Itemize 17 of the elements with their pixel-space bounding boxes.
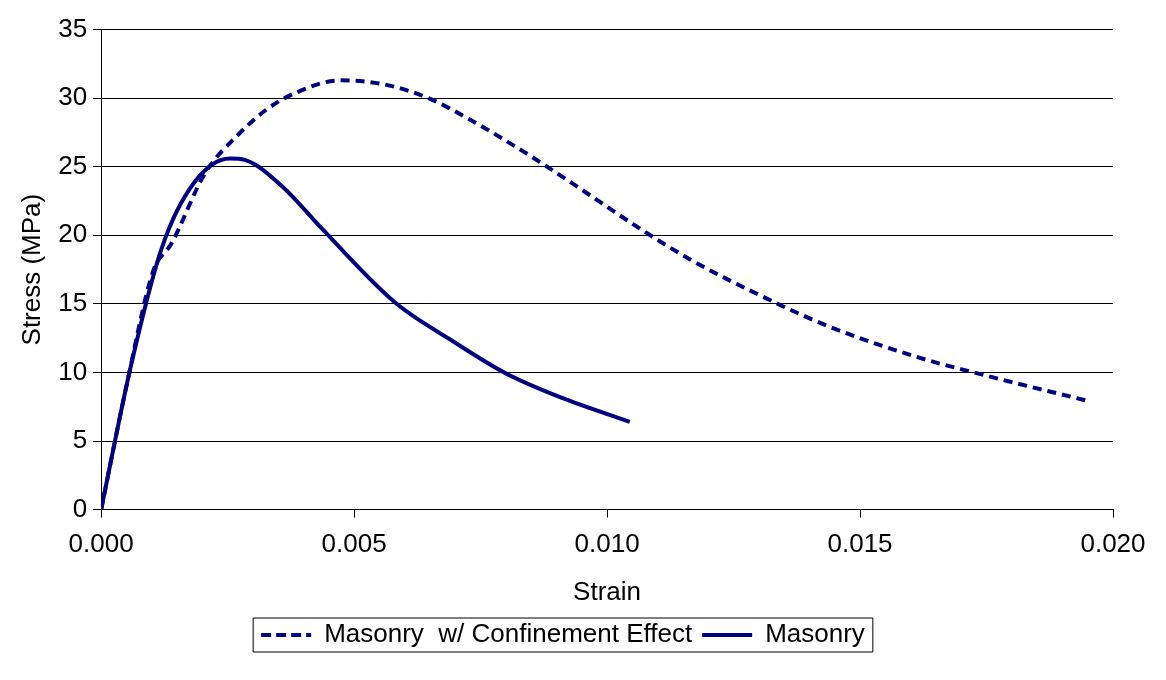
y-tick-label: 15 xyxy=(58,287,88,318)
x-tick-label: 0.000 xyxy=(68,528,134,559)
y-axis-title: Stress (MPa) xyxy=(15,193,46,346)
x-tick-label: 0.020 xyxy=(1080,528,1146,559)
x-tick-label: 0.010 xyxy=(574,528,640,559)
x-tick-label: 0.005 xyxy=(321,528,387,559)
y-tick-label: 20 xyxy=(58,218,88,249)
x-axis-title: Strain xyxy=(573,575,642,606)
y-tick-label: 0 xyxy=(72,492,88,523)
y-tick-label: 25 xyxy=(58,149,88,180)
legend-label: Masonry w/ Confinement Effect xyxy=(324,618,693,649)
legend-label: Masonry xyxy=(765,618,865,649)
x-tick-label: 0.015 xyxy=(827,528,893,559)
y-tick-label: 30 xyxy=(58,81,88,112)
y-tick-label: 35 xyxy=(58,12,88,43)
y-tick-label: 10 xyxy=(58,355,88,386)
y-tick-label: 5 xyxy=(72,424,88,455)
